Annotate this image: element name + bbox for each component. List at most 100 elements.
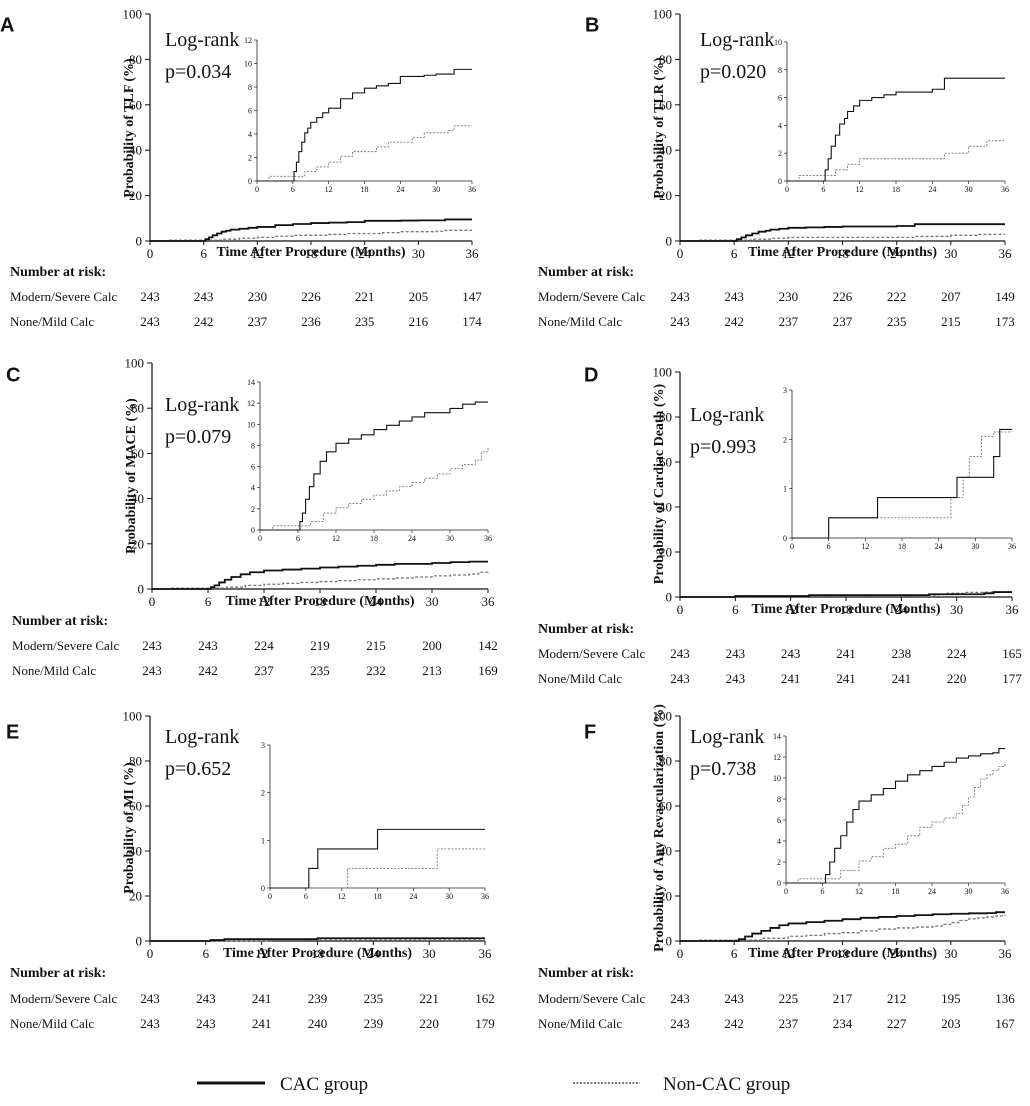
risk-value: 240: [308, 1016, 328, 1031]
risk-value: 235: [310, 663, 330, 678]
x-tick-label: 18: [836, 946, 849, 961]
y-tick-label: 60: [659, 455, 672, 470]
y-tick-label: 100: [653, 709, 673, 724]
risk-value: 237: [779, 1016, 799, 1031]
inset-y-tick-label: 2: [778, 149, 782, 158]
risk-value: 235: [364, 991, 384, 1006]
inset-x-tick-label: 18: [892, 887, 900, 896]
risk-table-title: Number at risk:: [10, 966, 106, 981]
risk-value: 149: [995, 289, 1015, 304]
x-tick-label: 24: [370, 594, 384, 609]
x-tick-label: 24: [367, 946, 381, 961]
inset-y-tick-label: 2: [783, 435, 787, 444]
logrank-label: Log-rank: [690, 726, 764, 748]
x-tick-label: 36: [466, 246, 480, 261]
risk-value: 243: [140, 991, 160, 1006]
y-tick-label: 60: [129, 97, 142, 112]
inset-y-tick-label: 0: [778, 177, 782, 186]
p-value: p=0.652: [165, 758, 231, 780]
legend-noncac-label: Non-CAC group: [663, 1074, 790, 1095]
inset-x-tick-label: 24: [408, 534, 416, 543]
inset-y-tick-label: 8: [248, 83, 252, 92]
y-tick-label: 60: [131, 446, 144, 461]
risk-value: 173: [995, 314, 1015, 329]
inset-x-tick-label: 0: [785, 185, 789, 194]
inset-x-tick-label: 36: [484, 534, 492, 543]
y-tick-label: 100: [653, 365, 673, 380]
risk-value: 236: [301, 314, 321, 329]
y-tick-label: 60: [129, 799, 142, 814]
legend-cac-label: CAC group: [280, 1074, 368, 1095]
p-value: p=0.020: [700, 61, 766, 83]
inset-x-tick-label: 0: [268, 892, 272, 901]
y-tick-label: 40: [129, 844, 142, 859]
inset-y-tick-label: 12: [244, 36, 252, 45]
risk-row-label: Modern/Severe Calc: [10, 991, 117, 1006]
risk-value: 242: [198, 663, 218, 678]
inset-x-tick-label: 12: [332, 534, 340, 543]
inset-x-tick-label: 24: [409, 892, 417, 901]
x-tick-label: 6: [200, 246, 207, 261]
risk-value: 221: [419, 991, 439, 1006]
inset-y-tick-label: 2: [777, 858, 781, 867]
risk-value: 169: [478, 663, 498, 678]
inset-y-tick-label: 12: [247, 399, 255, 408]
inset-y-tick-label: 8: [777, 795, 781, 804]
x-tick-label: 24: [895, 602, 909, 617]
risk-value: 224: [254, 638, 274, 653]
x-tick-label: 0: [677, 246, 684, 261]
inset-x-tick-label: 18: [370, 534, 378, 543]
inset-x-tick-label: 24: [396, 185, 404, 194]
inset-cac-curve: [270, 828, 485, 889]
risk-value: 205: [409, 289, 429, 304]
risk-value: 230: [248, 289, 268, 304]
risk-value: 227: [887, 1016, 907, 1031]
inset-x-tick-label: 18: [892, 185, 900, 194]
x-axis-label: Time After Procedure (Months): [216, 245, 405, 260]
y-tick-label: 60: [659, 799, 672, 814]
risk-value: 243: [724, 289, 744, 304]
inset-y-tick-label: 8: [778, 66, 782, 75]
x-tick-label: 36: [999, 246, 1013, 261]
inset-x-tick-label: 18: [898, 542, 906, 551]
y-tick-label: 0: [666, 590, 673, 605]
risk-value: 242: [724, 314, 744, 329]
risk-value: 242: [724, 1016, 744, 1031]
cac-curve: [150, 218, 472, 242]
y-tick-label: 40: [131, 491, 144, 506]
risk-value: 241: [892, 671, 912, 686]
risk-value: 167: [995, 1016, 1015, 1031]
x-tick-label: 24: [890, 246, 904, 261]
inset-x-tick-label: 6: [827, 542, 831, 551]
inset-cac-curve: [257, 68, 472, 182]
inset-y-tick-label: 6: [251, 463, 255, 472]
risk-value: 174: [462, 314, 482, 329]
inset-noncac-curve: [260, 447, 489, 531]
risk-value: 243: [724, 991, 744, 1006]
inset-x-tick-label: 36: [481, 892, 489, 901]
risk-value: 241: [836, 671, 856, 686]
risk-value: 177: [1002, 671, 1022, 686]
noncac-curve: [150, 938, 485, 942]
inset-cac-curve: [792, 428, 1012, 539]
panel-letter-d: D: [584, 365, 598, 387]
inset-y-tick-label: 1: [783, 485, 787, 494]
y-tick-label: 80: [659, 754, 672, 769]
panel-letter-e: E: [6, 722, 19, 744]
panel-letter-a: A: [0, 15, 14, 37]
risk-value: 243: [670, 1016, 690, 1031]
inset-x-tick-label: 30: [445, 892, 453, 901]
risk-value: 235: [887, 314, 907, 329]
y-tick-label: 100: [123, 7, 143, 22]
risk-value: 207: [941, 289, 961, 304]
noncac-curve: [680, 233, 1005, 242]
y-tick-label: 60: [659, 97, 672, 112]
